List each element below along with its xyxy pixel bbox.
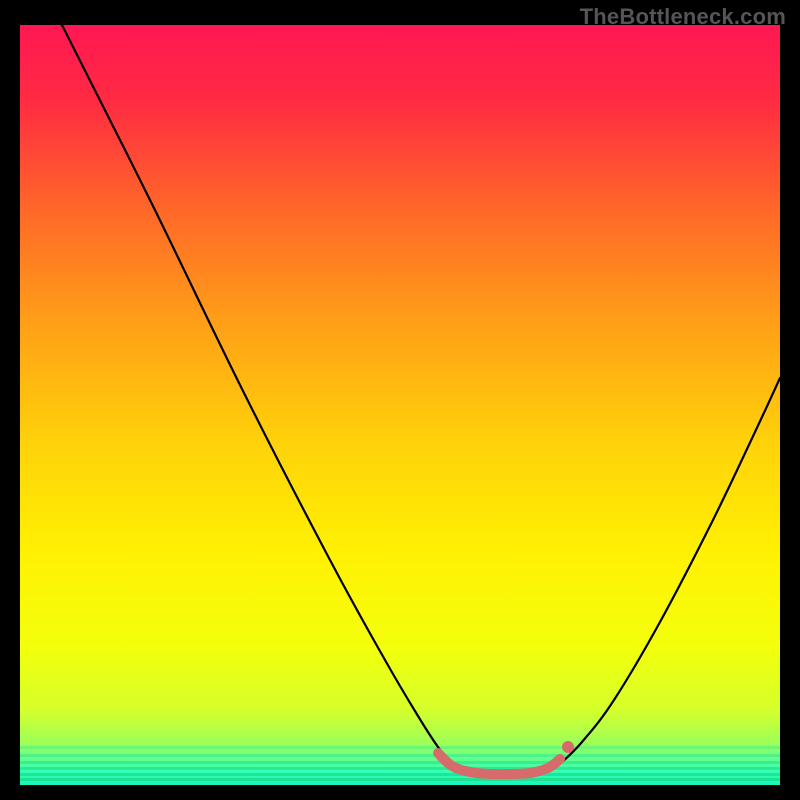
bottleneck-chart: [0, 0, 800, 800]
gradient-plot-area: [20, 25, 780, 785]
green-band: [20, 761, 780, 764]
green-band: [20, 767, 780, 770]
green-band: [20, 746, 780, 749]
green-band: [20, 754, 780, 757]
watermark-text: TheBottleneck.com: [580, 4, 786, 30]
chart-container: TheBottleneck.com: [0, 0, 800, 800]
bottom-marker-end-dot: [562, 741, 574, 753]
green-band: [20, 773, 780, 776]
green-band: [20, 778, 780, 781]
